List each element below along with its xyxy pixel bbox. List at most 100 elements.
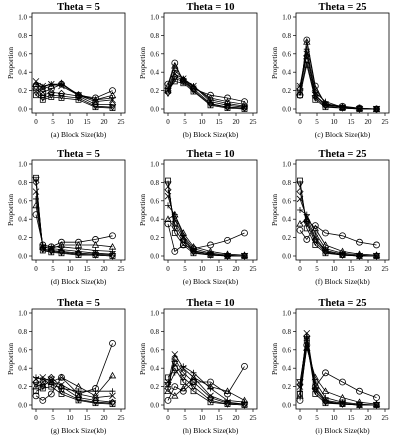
data-point [91, 399, 100, 407]
data-point [75, 96, 82, 103]
data-point [303, 58, 311, 65]
data-point [74, 251, 83, 258]
x-tick-label: 20 [101, 414, 109, 422]
series-line [299, 340, 377, 406]
x-tick-label: 10 [67, 414, 75, 422]
series-line [299, 347, 377, 405]
x-tick-label: 25 [250, 265, 258, 273]
data-point [164, 387, 172, 395]
x-tick-label: 5 [183, 414, 187, 422]
series-line [167, 80, 245, 110]
x-tick-label: 25 [118, 414, 126, 422]
series-square [165, 78, 248, 112]
data-point [32, 188, 40, 195]
data-point [190, 250, 197, 257]
data-point [165, 202, 171, 209]
series-line [299, 340, 377, 406]
y-tick-label: 1.0 [282, 161, 291, 169]
x-tick-label: 10 [199, 118, 207, 126]
data-point [322, 400, 329, 407]
data-point [339, 378, 346, 386]
data-point [57, 93, 66, 100]
panel-title: Theta = 25 [319, 149, 367, 160]
data-point [207, 378, 214, 386]
data-point [241, 229, 248, 237]
data-point [171, 225, 179, 233]
data-point [75, 397, 82, 404]
series-line [167, 64, 245, 105]
data-point [303, 236, 311, 243]
data-point [39, 82, 47, 90]
series-line [167, 180, 245, 257]
data-point [109, 253, 116, 259]
data-point [171, 383, 179, 391]
plot-frame [295, 308, 390, 410]
data-point [373, 253, 380, 259]
series-line [299, 180, 377, 257]
data-point [179, 78, 187, 86]
x-tick-label: 15 [216, 265, 224, 273]
data-point [75, 388, 82, 395]
data-point [47, 376, 55, 384]
data-point [39, 247, 46, 254]
data-point [33, 174, 39, 181]
data-point [47, 92, 55, 100]
x-tick-label: 10 [331, 265, 339, 273]
data-point [47, 373, 55, 381]
series-line [299, 184, 377, 257]
data-point [189, 373, 198, 381]
x-tick-label: 0 [34, 265, 38, 273]
x-tick-label: 5 [51, 265, 55, 273]
data-point [303, 335, 311, 343]
data-point [39, 96, 46, 103]
data-point [108, 104, 117, 111]
data-point [171, 351, 179, 358]
data-point [164, 88, 172, 97]
series-line [35, 92, 113, 108]
data-point [189, 383, 198, 391]
y-tick-label: 1.0 [18, 161, 27, 169]
data-point [108, 251, 117, 259]
data-point [206, 397, 215, 405]
y-tick-label: 0.2 [282, 383, 291, 391]
data-point [303, 50, 311, 58]
data-point [57, 383, 66, 391]
x-tick-label: 5 [51, 414, 55, 422]
data-point [241, 402, 248, 408]
y-tick-label: 0.8 [150, 32, 159, 40]
data-point [109, 392, 116, 400]
data-point [109, 232, 116, 240]
data-point [165, 374, 171, 381]
x-tick-label: 25 [118, 265, 126, 273]
chart-panel-f: Theta = 25 0.0 0.2 0.4 0.6 0.8 1.0 0 5 10 15 20 25 Pr… [270, 149, 390, 286]
data-point [322, 104, 329, 111]
series-line [167, 357, 245, 405]
data-point [58, 250, 65, 257]
data-point [224, 105, 231, 111]
chart-panel-g: Theta = 5 0.0 0.2 0.4 0.6 0.8 1.0 0 5 10 15 20 25 Pro… [6, 298, 126, 435]
data-point [109, 388, 116, 395]
data-point [171, 391, 179, 399]
data-point [48, 94, 55, 100]
y-tick-label: 0.8 [282, 32, 291, 40]
y-axis-label: Proportion [6, 343, 15, 375]
data-point [297, 391, 303, 397]
y-tick-label: 1.0 [150, 14, 159, 22]
series-invtriangle [32, 89, 117, 111]
data-point [109, 401, 116, 407]
y-tick-label: 0.6 [18, 346, 27, 354]
series-square [297, 177, 380, 259]
data-point [312, 242, 319, 248]
data-point [39, 383, 47, 391]
data-point [91, 250, 100, 258]
series-line [35, 179, 113, 257]
data-point [58, 391, 65, 397]
data-point [303, 337, 310, 344]
y-tick-label: 0.0 [18, 402, 27, 410]
data-point [373, 402, 380, 408]
plot-frame [295, 12, 390, 114]
y-tick-label: 0.2 [150, 383, 159, 391]
chart-panel-c: Theta = 25 0.0 0.2 0.4 0.6 0.8 1.0 0 5 10 15 20 25 Pr… [270, 2, 390, 139]
y-axis-label: Proportion [138, 194, 147, 226]
data-point [312, 391, 319, 397]
